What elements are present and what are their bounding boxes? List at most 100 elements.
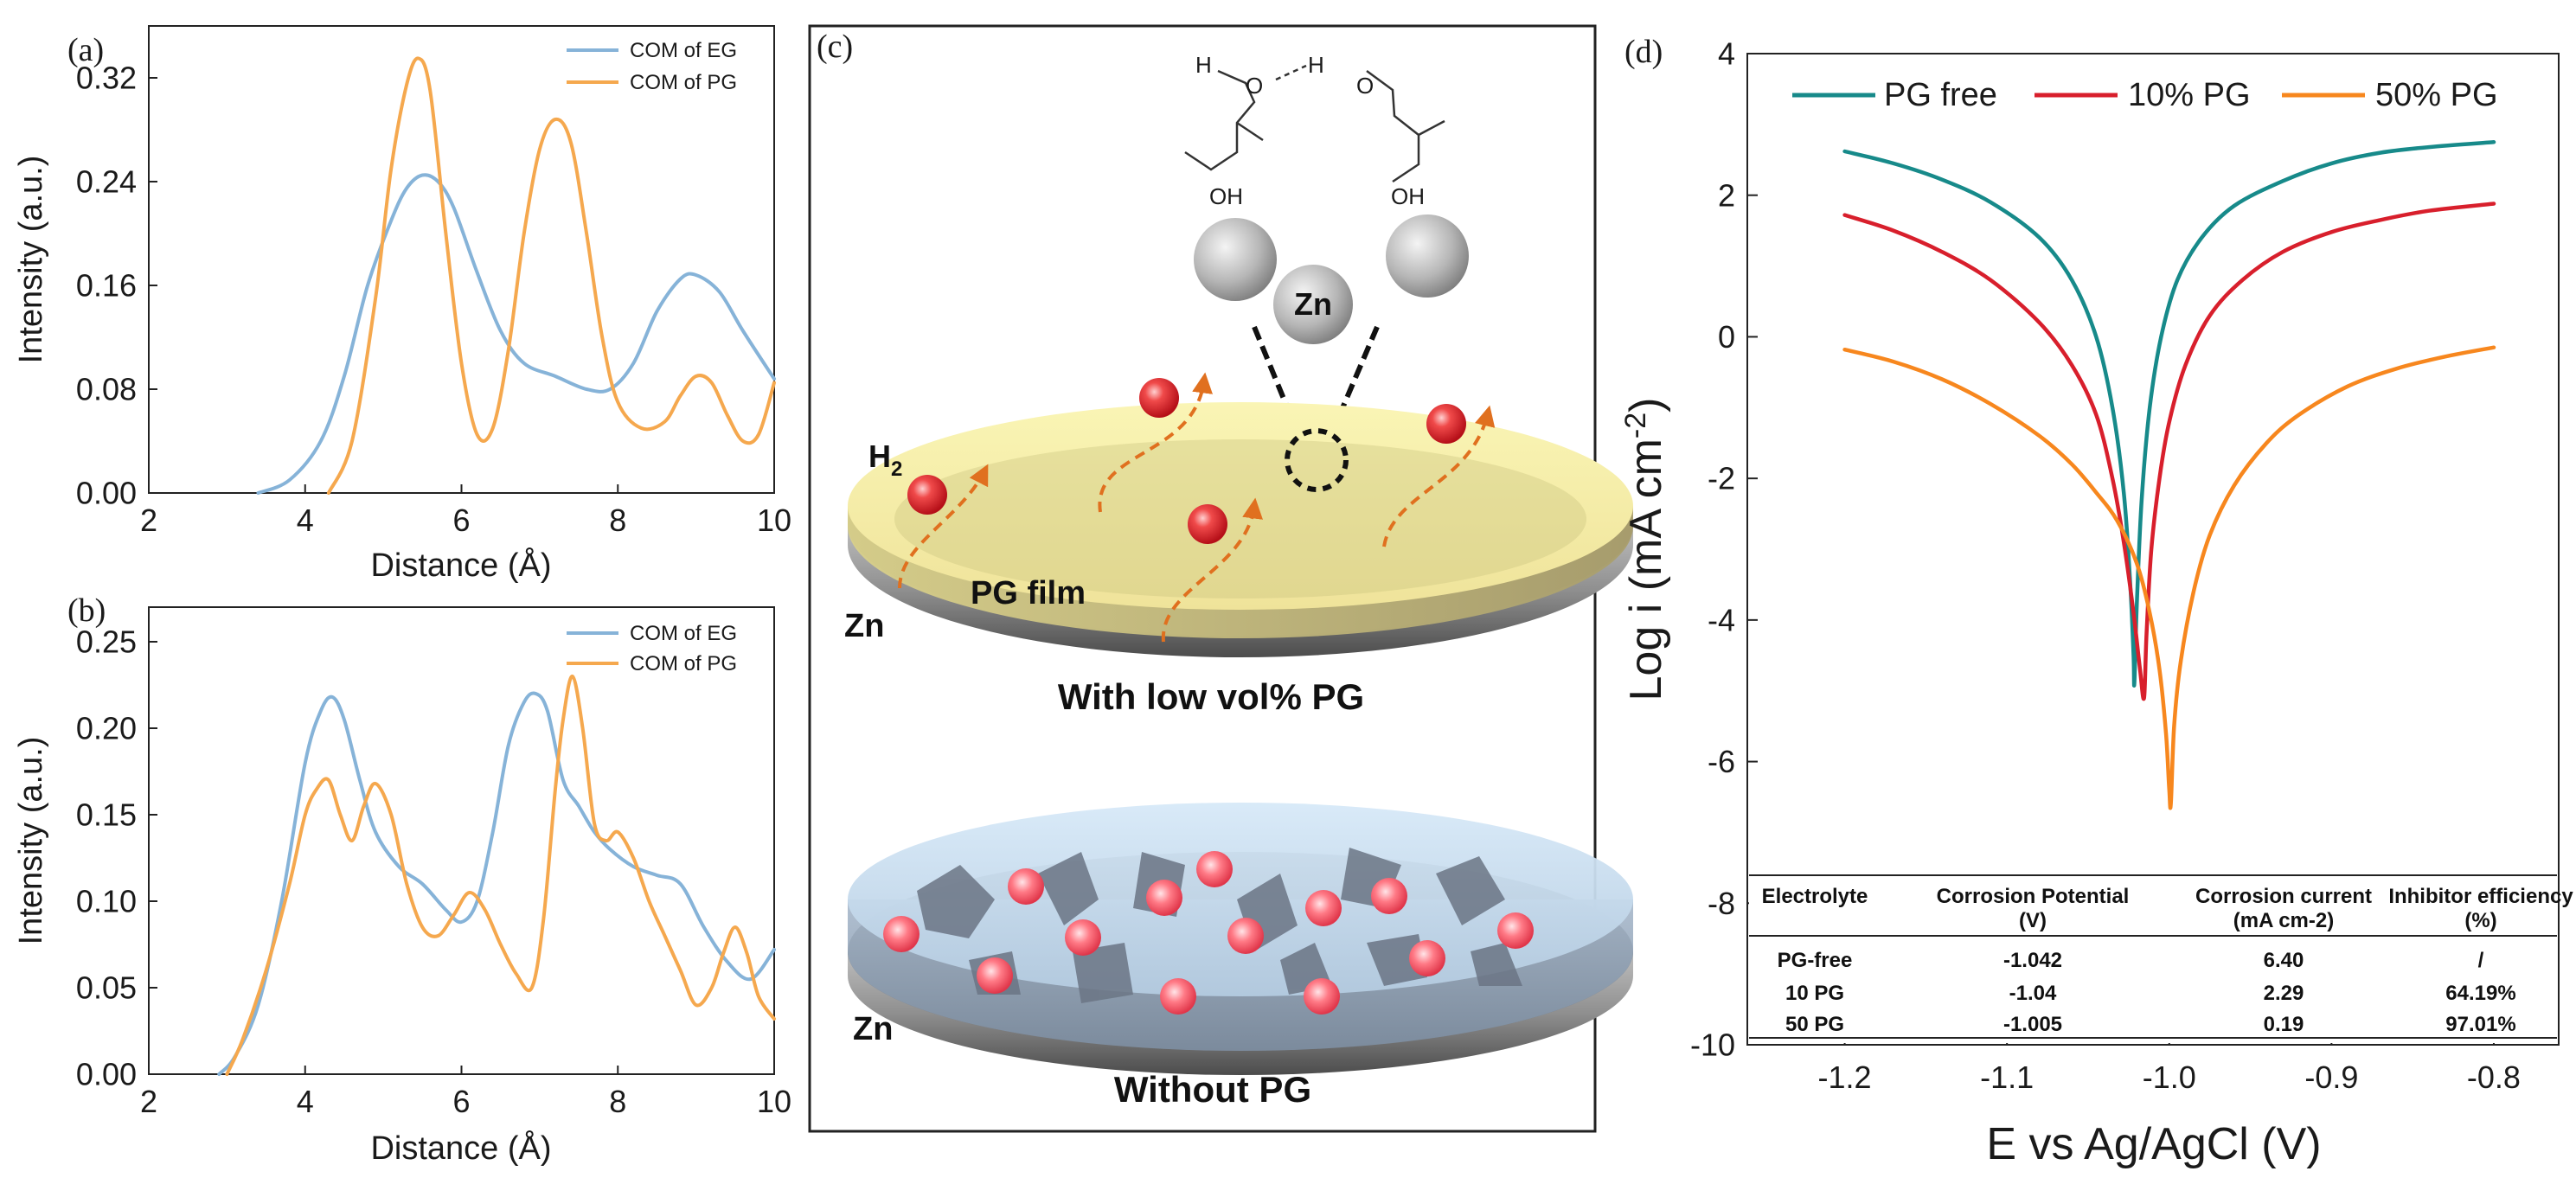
panel-b-label: (b)	[67, 592, 106, 629]
corrosion-table: Electrolyte Corrosion Potential (V) Corr…	[1749, 874, 2573, 1043]
x-tick-label: 4	[297, 1084, 314, 1119]
corrosion-flakes	[917, 848, 1522, 1003]
y-tick-label: 0.25	[76, 624, 137, 660]
table-cell: -1.005	[2003, 1013, 2062, 1036]
legend-b: COM of EG COM of PG	[567, 622, 737, 675]
flake	[1073, 943, 1133, 1003]
zn-bottom-label: Zn	[853, 1011, 893, 1047]
x-tick-label: 2	[140, 1084, 157, 1119]
h2-bubble	[1426, 404, 1466, 444]
plot-d-xlabel: E vs Ag/AgCl (V)	[1986, 1119, 2321, 1169]
y-tick-label: 0	[1718, 319, 1735, 355]
h2-bubble	[1188, 504, 1227, 544]
bubble	[883, 916, 920, 952]
table-header-potential-unit: (V)	[2019, 909, 2047, 932]
series-line-1	[326, 56, 776, 495]
x-tick-label: 8	[609, 1084, 626, 1119]
table-background	[1749, 875, 2557, 1043]
table-header-electrolyte: Electrolyte	[1762, 885, 1868, 908]
bubble	[1227, 918, 1264, 954]
plot-b-xlabel: Distance (Å)	[370, 1129, 551, 1167]
y-tick-label: 0.20	[76, 711, 137, 746]
x-tick-label: 4	[297, 502, 314, 538]
caption-with-low-pg: With low vol% PG	[1058, 676, 1364, 717]
bubble	[1196, 851, 1233, 887]
table-cell: 50 PG	[1785, 1013, 1844, 1036]
plot-a-xlabel: Distance (Å)	[370, 546, 551, 584]
flake	[1436, 856, 1505, 925]
x-tick-label: -1.1	[1980, 1059, 2034, 1095]
mol-h-left: H	[1195, 52, 1212, 78]
flake	[917, 865, 995, 938]
legend-b-pg-label: COM of PG	[630, 652, 737, 675]
mol-oh-left: OH	[1209, 183, 1243, 209]
flake	[1038, 852, 1099, 925]
bubble	[1065, 919, 1101, 956]
table-cell: 64.19%	[2445, 982, 2515, 1005]
bubble	[1146, 880, 1182, 916]
y-tick-label: 0.10	[76, 884, 137, 919]
table-row: 50 PG -1.005 0.19 97.01%	[1785, 1013, 2516, 1036]
y-tick-label: -10	[1690, 1027, 1735, 1063]
legend-d-pg50-label: 50% PG	[2375, 77, 2498, 113]
h2-bubble	[1139, 378, 1179, 418]
y-tick-label: -8	[1708, 886, 1735, 921]
series-line-0	[1842, 140, 2496, 688]
bubble	[1371, 878, 1407, 914]
h2-bubbles	[907, 378, 1466, 544]
series-line-2	[1842, 345, 2496, 810]
zn-top-label: Zn	[844, 608, 884, 644]
zoom-circle	[1285, 428, 1349, 492]
atom-right	[1386, 214, 1469, 298]
flake	[1471, 943, 1522, 986]
y-tick-label: 2	[1718, 177, 1735, 213]
mol-o-right: O	[1356, 73, 1374, 99]
x-tick-label: 8	[609, 502, 626, 538]
table-row: PG-free -1.042 6.40 /	[1778, 949, 2484, 972]
zn-disk-with-film	[848, 402, 1633, 657]
panel-a: (a) 2 4 6 8 10 0.00 0.08 0.16 0.24 0.32 COM of EG…	[13, 25, 791, 584]
zn-atom-label: Zn	[1294, 286, 1332, 322]
table-cell: -1.04	[2009, 982, 2057, 1005]
bubble	[977, 957, 1013, 994]
plot-d-ylabel: Log i (mA cm-2)	[1619, 398, 1671, 701]
x-tick-label: -1.2	[1818, 1059, 1872, 1095]
y-tick-label: 0.00	[76, 1057, 137, 1092]
h2-arrow	[898, 464, 989, 589]
series-line-0	[217, 691, 776, 1076]
pg-film-label: PG film	[971, 575, 1086, 611]
y-tick-label: 0.00	[76, 476, 137, 511]
panel-a-label: (a)	[67, 32, 104, 68]
pg-molecules-structure	[1184, 64, 1445, 183]
table-header-efficiency: Inhibitor efficiency	[2388, 885, 2573, 908]
x-tick-label: 10	[757, 502, 791, 538]
h2-arrow	[1382, 405, 1496, 547]
mol-oh-right: OH	[1391, 183, 1425, 209]
plot-b-frame	[148, 606, 775, 1075]
h2-release-arrows	[898, 372, 1496, 643]
y-tick-label: 0.15	[76, 797, 137, 833]
y-tick-label: 0.05	[76, 970, 137, 1006]
table-cell: PG-free	[1778, 949, 1853, 972]
zn-atom	[1273, 265, 1353, 344]
y-tick-label: 0.32	[76, 61, 137, 96]
x-tick-label: 6	[452, 502, 470, 538]
table-cell: 0.19	[2264, 1013, 2304, 1036]
y-tick-label: 0.24	[76, 164, 137, 200]
table-header-potential: Corrosion Potential	[1937, 885, 2130, 908]
h2-arrow	[1161, 497, 1263, 643]
flake	[1367, 934, 1427, 986]
legend-d: PG free 10% PG 50% PG	[1792, 77, 2498, 113]
x-tick-label: 10	[757, 1084, 791, 1119]
x-tick-label: 6	[452, 1084, 470, 1119]
table-row: 10 PG -1.04 2.29 64.19%	[1785, 982, 2516, 1005]
h2-bubble	[907, 475, 947, 515]
plot-b: 2 4 6 8 10 0.00 0.05 0.10 0.15 0.20 0.25	[76, 624, 791, 1119]
panel-d: (d) -1.2 -1.1 -1.0 -0.9 -0.8 -10 -8 -6 -4 -2 0 2 4 P…	[1619, 34, 2573, 1169]
panel-d-label: (d)	[1624, 34, 1663, 70]
table-body: PG-free -1.042 6.40 / 10 PG -1.04 2.29 6…	[1778, 949, 2516, 1036]
y-tick-label: 0.08	[76, 372, 137, 407]
bubble	[1497, 912, 1534, 949]
table-cell: 6.40	[2264, 949, 2304, 972]
x-tick-label: 2	[140, 502, 157, 538]
